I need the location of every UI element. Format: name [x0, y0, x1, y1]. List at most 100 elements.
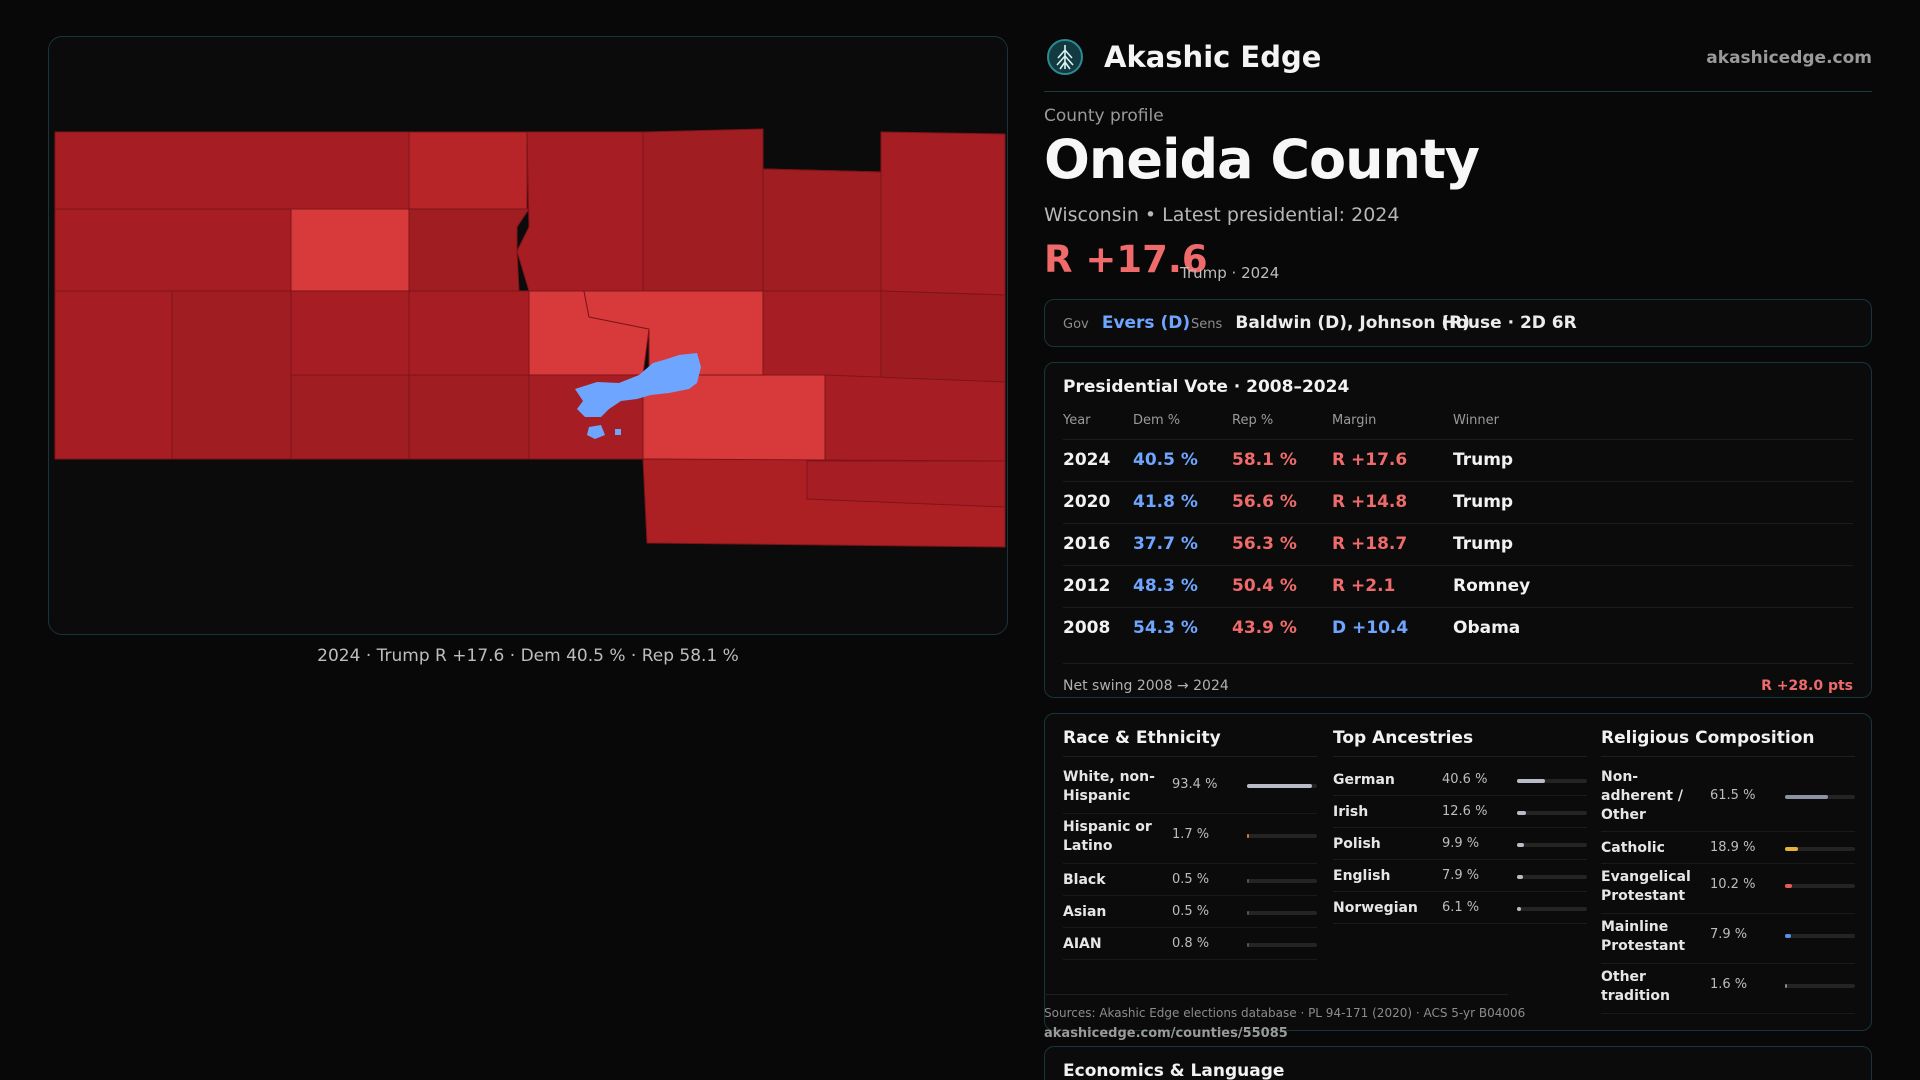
map-region — [408, 290, 530, 376]
col-header-winner: Winner — [1453, 413, 1500, 428]
table-row: 2016 37.7 % 56.3 % R +18.7 Trump — [1063, 523, 1853, 565]
map-region — [880, 131, 1006, 296]
stat-bar-fill — [1785, 795, 1829, 799]
winner-cell: Obama — [1453, 618, 1521, 638]
stat-label: Catholic — [1601, 840, 1665, 856]
stat-bar-track — [1517, 779, 1587, 783]
stat-bar-track — [1247, 834, 1317, 838]
table-row: 2008 54.3 % 43.9 % D +10.4 Obama — [1063, 607, 1853, 649]
rep-pct-cell: 58.1 % — [1232, 450, 1297, 470]
col-header-dem: Dem % — [1133, 413, 1181, 428]
map-region — [408, 208, 530, 292]
urban-area-shape — [575, 353, 701, 439]
house-value: House · 2D 6R — [1442, 313, 1577, 333]
stat-bar-track — [1517, 875, 1587, 879]
stat-row: English 7.9 % — [1333, 860, 1587, 892]
economics-title: Economics & Language — [1063, 1061, 1285, 1080]
stat-percent: 10.2 % — [1710, 877, 1756, 892]
page-title: Oneida County — [1044, 128, 1480, 191]
senators-label: Sens — [1191, 317, 1223, 332]
dem-pct-cell: 41.8 % — [1133, 492, 1198, 512]
divider — [1601, 756, 1855, 757]
stat-percent: 7.9 % — [1710, 927, 1748, 942]
stat-bar-fill — [1517, 843, 1524, 847]
stat-row: Non-adherent / Other 61.5 % — [1601, 764, 1855, 832]
map-region — [806, 460, 1006, 508]
sources-text: Sources: Akashic Edge elections database… — [1044, 1006, 1526, 1020]
stat-bar-track — [1517, 811, 1587, 815]
stat-percent: 93.4 % — [1172, 777, 1218, 792]
stat-bar-fill — [1517, 811, 1526, 815]
brand-name[interactable]: Akashic Edge — [1104, 40, 1322, 74]
stat-percent: 18.9 % — [1710, 840, 1756, 855]
county-permalink[interactable]: akashicedge.com/counties/55085 — [1044, 1026, 1288, 1041]
rep-pct-cell: 43.9 % — [1232, 618, 1297, 638]
stat-bar-track — [1785, 884, 1855, 888]
governor-label: Gov — [1063, 317, 1089, 332]
stat-bar-track — [1247, 784, 1317, 788]
stat-bar-track — [1785, 984, 1855, 988]
tree-emblem-icon[interactable] — [1046, 38, 1084, 76]
map-region — [54, 208, 292, 292]
stat-percent: 12.6 % — [1442, 804, 1488, 819]
county-map[interactable] — [48, 36, 1008, 635]
stat-bar-fill — [1785, 984, 1787, 988]
presidential-vote-card: Presidential Vote · 2008–2024 Year Dem %… — [1044, 362, 1872, 698]
col-header-year: Year — [1063, 413, 1091, 428]
margin-cell: R +18.7 — [1332, 534, 1408, 554]
map-region — [290, 374, 410, 460]
net-swing-row: Net swing 2008 → 2024 R +28.0 pts — [1063, 663, 1853, 694]
year-cell: 2016 — [1063, 534, 1111, 554]
map-region — [54, 290, 173, 460]
stat-bar-fill — [1247, 911, 1249, 915]
stat-label: Norwegian — [1333, 900, 1418, 916]
site-header: Akashic Edge akashicedge.com — [1044, 36, 1872, 92]
map-region — [408, 131, 528, 210]
stat-bar-fill — [1517, 907, 1522, 911]
net-swing-label: Net swing 2008 → 2024 — [1063, 678, 1229, 694]
map-region — [880, 290, 1006, 383]
stat-bar-track — [1785, 795, 1855, 799]
stat-percent: 9.9 % — [1442, 836, 1480, 851]
county-subtitle: Wisconsin • Latest presidential: 2024 — [1044, 204, 1400, 226]
year-cell: 2024 — [1063, 450, 1111, 470]
stat-row: Irish 12.6 % — [1333, 796, 1587, 828]
stat-row: Asian 0.5 % — [1063, 896, 1317, 928]
map-region — [762, 290, 882, 380]
rep-pct-cell: 50.4 % — [1232, 576, 1297, 596]
stat-label: German — [1333, 772, 1395, 788]
stat-percent: 7.9 % — [1442, 868, 1480, 883]
stat-row: Hispanic or Latino 1.7 % — [1063, 814, 1317, 864]
stat-label: Mainline Protestant — [1601, 919, 1686, 954]
stat-label: Evangelical Protestant — [1601, 869, 1691, 904]
ancestries-title: Top Ancestries — [1333, 728, 1474, 748]
stat-label: Non-adherent / Other — [1601, 769, 1683, 823]
stat-bar-fill — [1247, 943, 1249, 947]
stat-percent: 6.1 % — [1442, 900, 1480, 915]
stat-row: Catholic 18.9 % — [1601, 832, 1855, 864]
map-region — [171, 290, 292, 460]
stat-percent: 61.5 % — [1710, 788, 1756, 803]
senators-value: Baldwin (D), Johnson (R) — [1235, 313, 1471, 333]
stat-row: AIAN 0.8 % — [1063, 928, 1317, 960]
map-region — [762, 168, 882, 292]
col-header-margin: Margin — [1332, 413, 1377, 428]
stat-bar-track — [1517, 843, 1587, 847]
divider — [1063, 756, 1317, 757]
map-region — [290, 290, 410, 376]
stat-bar-fill — [1785, 847, 1799, 851]
margin-cell: D +10.4 — [1332, 618, 1409, 638]
year-cell: 2008 — [1063, 618, 1111, 638]
stat-percent: 0.5 % — [1172, 872, 1210, 887]
county-map-svg[interactable] — [49, 37, 1008, 635]
table-row: 2020 41.8 % 56.6 % R +14.8 Trump — [1063, 481, 1853, 523]
stat-bar-fill — [1247, 879, 1249, 883]
site-domain[interactable]: akashicedge.com — [1706, 48, 1872, 68]
table-row: 2024 40.5 % 58.1 % R +17.6 Trump — [1063, 439, 1853, 481]
religion-title: Religious Composition — [1601, 728, 1815, 748]
economics-card: Economics & Language — [1044, 1046, 1872, 1080]
house-item: House · 2D 6R — [1442, 313, 1577, 333]
race-ethnicity-title: Race & Ethnicity — [1063, 728, 1221, 748]
latest-margin: R +17.6 — [1044, 238, 1208, 281]
stat-percent: 0.5 % — [1172, 904, 1210, 919]
